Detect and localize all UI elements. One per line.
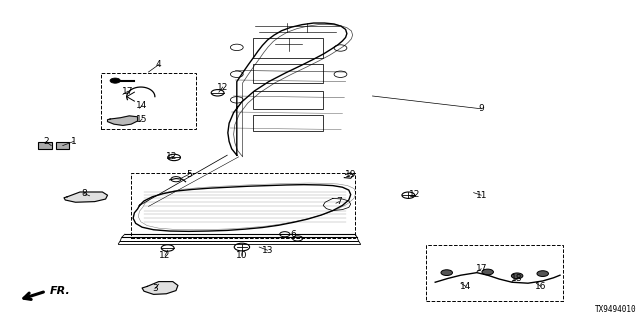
Circle shape bbox=[110, 78, 120, 83]
Bar bbox=[56, 142, 69, 149]
Polygon shape bbox=[108, 116, 138, 125]
Bar bbox=[253, 91, 323, 109]
Bar bbox=[253, 64, 323, 83]
Bar bbox=[253, 115, 323, 131]
Text: 3: 3 bbox=[152, 284, 157, 293]
Text: 5: 5 bbox=[186, 170, 191, 179]
Polygon shape bbox=[64, 192, 108, 202]
Text: 2: 2 bbox=[44, 137, 49, 146]
Bar bbox=[101, 73, 196, 129]
Polygon shape bbox=[142, 282, 178, 294]
Bar bbox=[131, 173, 355, 238]
Circle shape bbox=[537, 271, 548, 276]
Text: 17: 17 bbox=[476, 264, 487, 273]
Text: 8: 8 bbox=[82, 189, 87, 198]
Text: 12: 12 bbox=[217, 83, 228, 92]
Text: 12: 12 bbox=[409, 190, 420, 199]
Text: 4: 4 bbox=[156, 60, 161, 69]
Text: 15: 15 bbox=[136, 115, 148, 124]
Circle shape bbox=[234, 243, 250, 251]
Text: 9: 9 bbox=[479, 104, 484, 113]
Circle shape bbox=[482, 269, 493, 275]
Text: 19: 19 bbox=[345, 170, 356, 179]
Text: 1: 1 bbox=[71, 137, 76, 146]
Text: FR.: FR. bbox=[50, 285, 70, 296]
Text: 11: 11 bbox=[476, 191, 487, 200]
Bar bbox=[253, 38, 323, 58]
Text: 17: 17 bbox=[122, 87, 134, 96]
Text: 14: 14 bbox=[136, 101, 148, 110]
Text: 14: 14 bbox=[460, 282, 472, 291]
Circle shape bbox=[511, 273, 523, 279]
Text: 7: 7 bbox=[337, 197, 342, 206]
Bar bbox=[38, 142, 52, 149]
Text: TX9494010: TX9494010 bbox=[595, 305, 637, 314]
Text: 16: 16 bbox=[535, 282, 547, 291]
Text: 13: 13 bbox=[262, 246, 273, 255]
Text: 12: 12 bbox=[166, 152, 177, 161]
Text: 6: 6 bbox=[291, 230, 296, 239]
Text: 12: 12 bbox=[159, 251, 171, 260]
Circle shape bbox=[441, 270, 452, 276]
Text: 10: 10 bbox=[236, 251, 248, 260]
Text: 18: 18 bbox=[511, 274, 523, 283]
Bar bbox=[426, 245, 563, 301]
